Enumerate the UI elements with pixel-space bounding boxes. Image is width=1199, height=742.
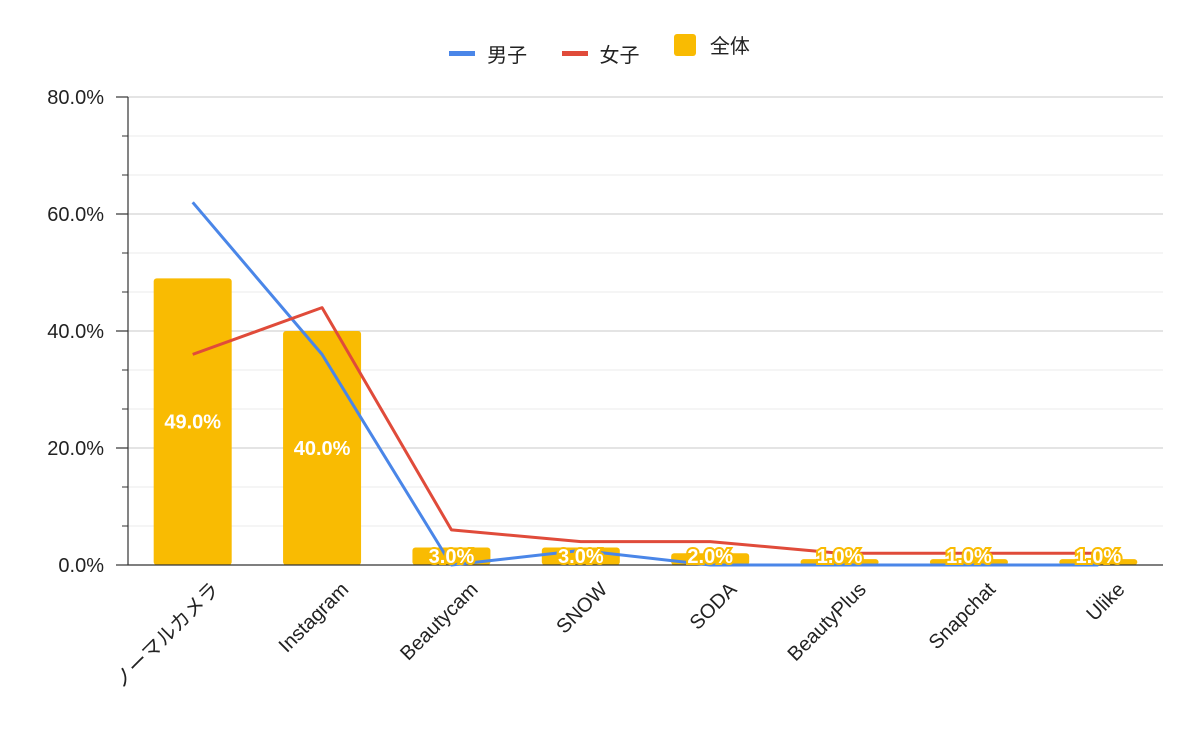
legend: 男子 女子 全体 — [0, 30, 1199, 68]
legend-item-total[interactable]: 全体 — [673, 30, 750, 59]
x-tick-label: BeautyPlus — [784, 579, 871, 666]
data-label: 1.0% — [946, 546, 992, 568]
y-tick-label: 80.0% — [47, 87, 104, 109]
data-label: 49.0% — [164, 412, 221, 434]
bar — [412, 547, 491, 565]
x-tick-label: ノーマルカメラ — [110, 579, 224, 693]
data-label: 3.0% — [558, 546, 604, 568]
x-tick-label: Instagram — [275, 579, 353, 657]
bar — [153, 278, 232, 565]
bar — [283, 331, 362, 565]
legend-swatch-male — [449, 50, 476, 56]
x-tick-label: Beautycam — [396, 579, 482, 665]
legend-label-female: 女子 — [599, 42, 640, 67]
y-tick-label: 60.0% — [47, 204, 104, 226]
data-label: 3.0% — [429, 546, 475, 568]
x-tick-label: SNOW — [552, 579, 612, 639]
legend-label-total: 全体 — [709, 34, 750, 58]
x-tick-label: Snapchat — [925, 578, 1001, 654]
data-label: 1.0% — [817, 546, 863, 568]
y-tick-label: 40.0% — [47, 321, 104, 343]
data-label: 1.0% — [1076, 546, 1122, 568]
series-line — [191, 201, 1099, 567]
legend-swatch-female — [561, 50, 588, 56]
y-tick-label: 0.0% — [58, 555, 104, 577]
legend-swatch-total — [673, 33, 696, 56]
series-line — [192, 306, 1099, 555]
y-tick-label: 20.0% — [47, 438, 104, 460]
x-tick-label: Ulike — [1082, 579, 1129, 626]
legend-item-male[interactable]: 男子 — [449, 39, 527, 68]
data-label: 2.0% — [687, 546, 733, 568]
legend-item-female[interactable]: 女子 — [561, 39, 640, 68]
data-label: 40.0% — [294, 438, 351, 460]
x-tick-label: SODA — [686, 578, 742, 634]
legend-label-male: 男子 — [487, 42, 528, 67]
